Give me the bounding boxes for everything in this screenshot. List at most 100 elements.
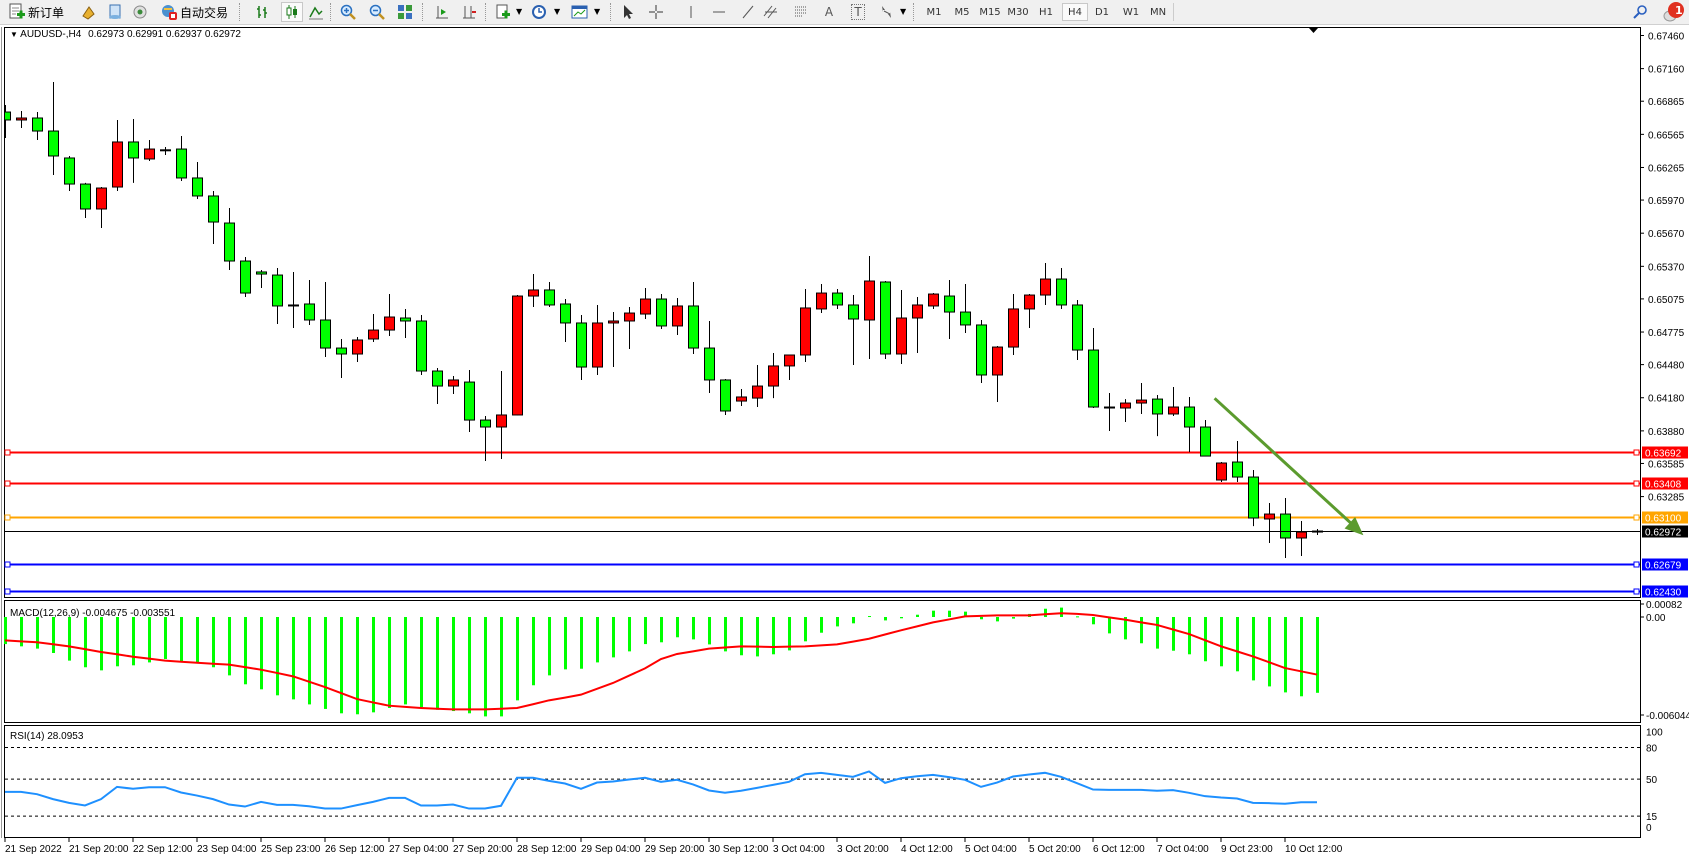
chevron-down-icon[interactable]: ▼: [900, 7, 907, 16]
crosshair-tool[interactable]: [646, 2, 666, 22]
bull-candle: [1136, 399, 1147, 404]
zoom-in-button[interactable]: [338, 2, 358, 22]
price-axis-label: 0.63880: [1648, 427, 1685, 438]
timeframe-h4[interactable]: H4: [1062, 3, 1088, 21]
price-axis-label: 0.65370: [1648, 262, 1685, 273]
timeframe-d1[interactable]: D1: [1094, 6, 1110, 18]
macd-histogram-bar: [484, 617, 487, 717]
time-axis-label: 7 Oct 04:00: [1157, 844, 1209, 855]
chart-window[interactable]: 0.67460 0.67160 0.66865 0.66565 0.66265 0.659…: [0, 25, 1689, 856]
macd-histogram-bar: [500, 617, 503, 717]
bear-candle: [976, 324, 987, 376]
macd-histogram-bar: [116, 617, 119, 667]
price-axis-label: 0.65970: [1648, 196, 1685, 207]
candles-group: [5, 81, 1640, 593]
bull-candle: [496, 414, 507, 428]
price-axis-label: 0.66865: [1648, 97, 1685, 108]
toolbar-separator: [422, 3, 424, 21]
line-chart-icon: [309, 6, 323, 20]
price-axis-label: 0.65670: [1648, 229, 1685, 240]
macd-histogram-bar: [660, 617, 663, 643]
horizontal-line-icon: [713, 11, 725, 13]
zoom-out-button[interactable]: [367, 2, 387, 22]
chevron-down-icon[interactable]: ▼: [594, 7, 601, 16]
chevron-down-icon[interactable]: ▼: [516, 7, 523, 16]
macd-histogram-bar: [980, 617, 983, 620]
macd-histogram-bar: [868, 616, 871, 618]
horizontal-level-handle-left: [4, 588, 11, 595]
timeframe-h1[interactable]: H1: [1039, 6, 1053, 18]
cursor-tool[interactable]: [618, 2, 638, 22]
timeframe-m5[interactable]: M5: [954, 6, 970, 18]
periodicity-button[interactable]: [529, 2, 549, 22]
timeframe-m1[interactable]: M1: [926, 6, 942, 18]
candlestick-chart-button[interactable]: [281, 2, 303, 22]
macd-axis-label: 0.00082: [1646, 600, 1683, 611]
bear-candle: [256, 271, 267, 275]
horizontal-level-handle-right: [1633, 480, 1640, 487]
data-window-button[interactable]: [105, 2, 125, 22]
navigator-button[interactable]: [130, 2, 150, 22]
macd-histogram-bar: [1156, 617, 1159, 649]
vertical-line-tool[interactable]: [681, 2, 701, 22]
time-axis-label: 5 Oct 20:00: [1029, 844, 1081, 855]
search-button[interactable]: [1630, 2, 1650, 22]
chart-menu-triangle-icon[interactable]: ▼: [10, 30, 18, 39]
macd-histogram-bar: [724, 617, 727, 652]
bar-chart-button[interactable]: [252, 2, 272, 22]
bull-candle: [1024, 294, 1035, 310]
line-chart-button[interactable]: [306, 2, 326, 22]
bear-candle: [880, 281, 891, 355]
chart-autoscroll-button[interactable]: [432, 2, 452, 22]
macd-histogram-bar: [1044, 608, 1047, 617]
chevron-down-icon[interactable]: ▼: [554, 7, 561, 16]
macd-histogram-bar: [1252, 617, 1255, 681]
bear-candle: [160, 149, 171, 152]
market-watch-button[interactable]: [78, 2, 98, 22]
macd-histogram-bar: [196, 617, 199, 663]
macd-histogram-bar: [532, 617, 535, 686]
bull-candle: [592, 322, 603, 368]
time-axis-label: 10 Oct 12:00: [1285, 844, 1343, 855]
horizontal-line-tool[interactable]: [709, 2, 729, 22]
macd-histogram-bar: [36, 617, 39, 649]
tile-windows-button[interactable]: [395, 2, 415, 22]
bear-candle: [560, 303, 571, 324]
bear-candle: [320, 319, 331, 349]
bear-candle: [288, 304, 299, 307]
macd-histogram-bar: [692, 617, 695, 640]
horizontal-level-handle-left: [4, 561, 11, 568]
trendline-tool[interactable]: [738, 2, 758, 22]
price-axis-label: 0.67460: [1648, 32, 1685, 43]
macd-histogram-bar: [644, 617, 647, 645]
bear-candle: [432, 370, 443, 387]
macd-histogram-bar: [52, 617, 55, 653]
fibonacci-tool[interactable]: [791, 2, 811, 22]
templates-button[interactable]: [570, 2, 590, 22]
bear-candle: [480, 419, 491, 428]
gold-bars-icon: [82, 6, 95, 20]
timeframe-m30[interactable]: M30: [1007, 6, 1029, 18]
autotrading-button[interactable]: 自动交易: [160, 2, 236, 22]
timeframe-m15[interactable]: M15: [979, 6, 1001, 18]
chart-shift-button[interactable]: [459, 2, 479, 22]
chart-symbol: AUDUSD-,H4: [20, 29, 82, 40]
macd-histogram-bar: [292, 617, 295, 700]
indicators-button[interactable]: [493, 2, 513, 22]
cursor-icon: [624, 5, 633, 19]
notifications-button[interactable]: 1: [1660, 2, 1686, 22]
macd-histogram-bar: [1268, 617, 1271, 687]
timeframe-mn[interactable]: MN: [1149, 6, 1167, 18]
bull-candle: [816, 292, 827, 310]
text-tool[interactable]: T: [848, 2, 868, 22]
text-label-tool[interactable]: A: [819, 2, 839, 22]
rsi-line: [5, 770, 1318, 810]
horizontal-level-price-label: 0.62430: [1645, 588, 1682, 599]
timeframe-w1[interactable]: W1: [1122, 6, 1140, 18]
new-order-button[interactable]: 新订单: [8, 2, 76, 22]
crosshair-icon: [649, 5, 663, 19]
arrows-tool[interactable]: [877, 2, 897, 22]
macd-histogram-bar: [596, 617, 599, 663]
equidistant-channel-tool[interactable]: [761, 2, 781, 22]
